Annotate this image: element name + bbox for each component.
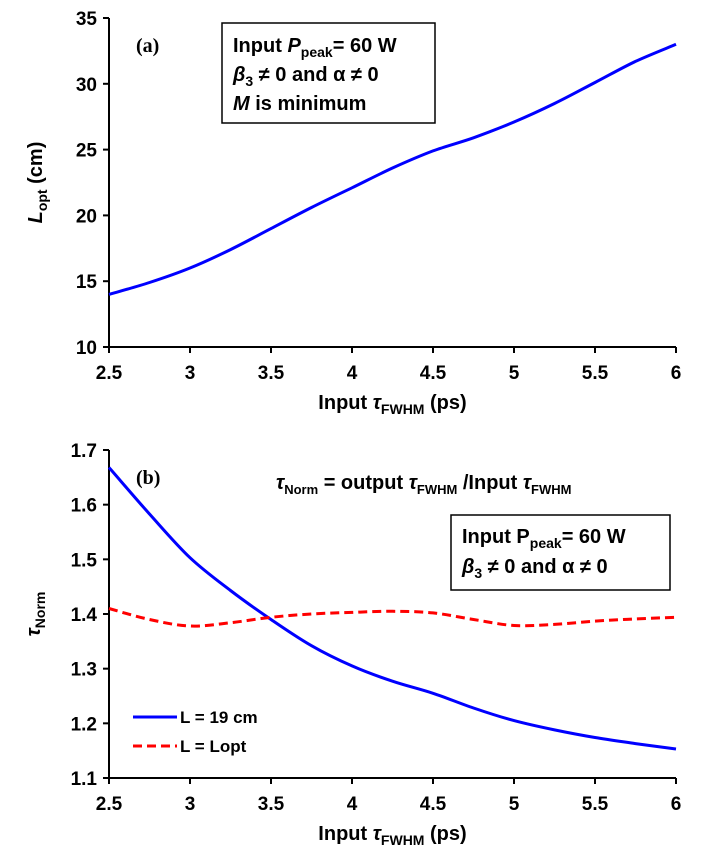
x-tick-label: 5.5 xyxy=(582,363,609,384)
y-tick-label: 30 xyxy=(76,75,97,96)
y-axis-label: τNorm xyxy=(23,592,48,637)
x-tick-label: 3 xyxy=(185,363,196,384)
legend-label: L = Lopt xyxy=(180,737,247,756)
x-tick-label: 4.5 xyxy=(420,794,447,815)
annotation-line: M is minimum xyxy=(233,93,366,115)
formula-text: τNorm = output τFWHM /Input τFWHM xyxy=(276,472,571,497)
x-axis-label: Input τFWHM (ps) xyxy=(318,823,466,848)
y-axis-label: Lopt (cm) xyxy=(25,142,50,224)
y-tick-label: 15 xyxy=(76,272,98,293)
x-tick-label: 6 xyxy=(671,363,682,384)
y-tick-label: 1.2 xyxy=(71,714,97,735)
x-tick-label: 4.5 xyxy=(420,363,447,384)
y-tick-label: 35 xyxy=(76,9,98,30)
chart-panel-b: 2.5 3 3.5 4 4.5 5 5.5 6 1.1 1.2 1.3 1.4 1.5 1.6 1.7 Inp… xyxy=(23,441,681,848)
x-tick-label: 2.5 xyxy=(96,363,123,384)
x-tick-label: 5 xyxy=(509,363,520,384)
x-tick-label: 5 xyxy=(509,794,520,815)
annotation-box xyxy=(450,514,671,591)
y-tick-label: 1.1 xyxy=(71,769,98,790)
y-tick-label: 20 xyxy=(76,206,97,227)
y-tick-label: 1.7 xyxy=(71,441,97,462)
y-tick-label: 10 xyxy=(76,338,97,359)
annotation-box xyxy=(221,22,436,124)
x-tick-label: 3 xyxy=(185,794,196,815)
annotation-line: Input Ppeak= 60 W xyxy=(462,526,626,551)
y-tick-label: 1.4 xyxy=(71,605,98,626)
panel-label: (b) xyxy=(136,467,160,489)
panel-label: (a) xyxy=(136,35,159,57)
x-tick-label: 3.5 xyxy=(258,794,285,815)
x-tick-label: 2.5 xyxy=(96,794,123,815)
annotation-line: Input Ppeak= 60 W xyxy=(233,35,397,60)
series-line-l-lopt xyxy=(108,607,677,628)
y-tick-label: 1.5 xyxy=(71,550,98,571)
x-tick-label: 4 xyxy=(347,363,358,384)
annotation-line: β3 ≠ 0 and α ≠ 0 xyxy=(461,556,608,581)
series-line-l-19-cm xyxy=(107,466,677,751)
chart-panel-a: 2.5 3 3.5 4 4.5 5 5.5 6 10 15 20 25 30 35 Input τFWHM … xyxy=(25,9,681,417)
x-tick-label: 4 xyxy=(347,794,358,815)
y-tick-label: 25 xyxy=(76,141,98,162)
x-axis-label: Input τFWHM (ps) xyxy=(318,392,466,417)
x-tick-label: 3.5 xyxy=(258,363,285,384)
series-line-main xyxy=(108,42,677,296)
y-tick-label: 1.3 xyxy=(71,660,97,681)
y-tick-label: 1.6 xyxy=(71,496,97,517)
annotation-line: β3 ≠ 0 and α ≠ 0 xyxy=(232,64,379,89)
x-tick-label: 6 xyxy=(671,794,682,815)
x-tick-label: 5.5 xyxy=(582,794,609,815)
legend-label: L = 19 cm xyxy=(180,708,258,727)
